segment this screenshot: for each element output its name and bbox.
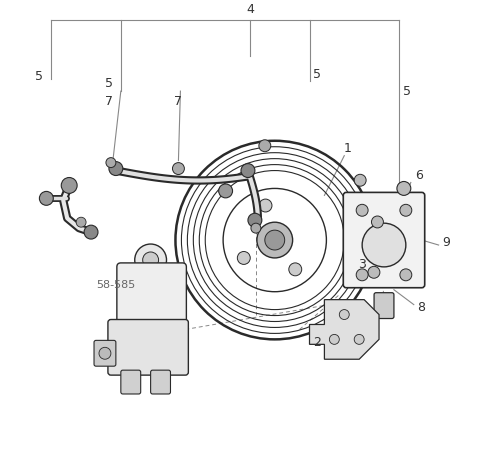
Circle shape [400,204,412,216]
Circle shape [172,162,184,175]
Circle shape [289,263,302,276]
Circle shape [397,181,411,195]
Circle shape [400,269,412,281]
Circle shape [61,177,77,194]
FancyBboxPatch shape [343,193,425,288]
Circle shape [109,162,123,176]
Circle shape [362,223,406,267]
Text: 7: 7 [105,94,113,108]
FancyBboxPatch shape [374,292,394,319]
Circle shape [143,252,158,268]
Text: 8: 8 [417,301,425,314]
FancyBboxPatch shape [151,370,170,394]
Circle shape [84,225,98,239]
Text: 1: 1 [343,142,351,155]
FancyBboxPatch shape [108,320,188,375]
Circle shape [219,184,232,198]
Circle shape [135,244,167,276]
Polygon shape [310,300,379,359]
Text: 3: 3 [358,258,366,271]
Text: 5: 5 [36,70,43,83]
Circle shape [356,269,368,281]
Circle shape [356,204,368,216]
Text: 6: 6 [415,169,423,182]
Text: 58-585: 58-585 [96,280,135,290]
Text: 4: 4 [246,3,254,16]
Circle shape [354,334,364,344]
Circle shape [251,223,261,233]
Circle shape [368,266,380,278]
Circle shape [106,158,116,167]
Circle shape [354,174,366,186]
Circle shape [99,347,111,359]
Text: 5: 5 [313,68,322,81]
Circle shape [339,310,349,320]
Circle shape [259,199,272,212]
Circle shape [259,140,271,152]
Text: 2: 2 [313,336,322,349]
Circle shape [237,252,250,265]
Circle shape [39,191,53,205]
Circle shape [329,334,339,344]
Text: 7: 7 [174,94,182,108]
FancyBboxPatch shape [121,370,141,394]
Circle shape [248,213,262,227]
Circle shape [241,164,255,177]
FancyBboxPatch shape [94,340,116,366]
Text: 9: 9 [443,235,451,248]
Text: 5: 5 [403,85,411,98]
Circle shape [257,222,293,258]
Circle shape [76,217,86,227]
Circle shape [372,216,384,228]
Circle shape [265,230,285,250]
Text: 5: 5 [105,76,113,90]
FancyBboxPatch shape [117,263,186,325]
